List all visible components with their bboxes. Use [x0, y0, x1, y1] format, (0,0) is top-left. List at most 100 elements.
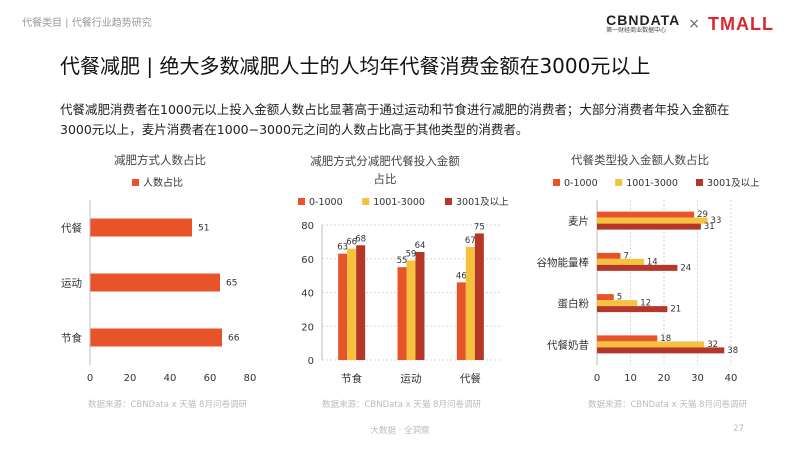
- chart3-source: 数据来源：CBNData x 天猫 8月问卷调研: [588, 400, 747, 410]
- bar: [356, 245, 366, 360]
- legend-label: 人数占比: [143, 176, 183, 189]
- bar: [90, 273, 220, 292]
- page-title: 代餐减肥 | 绝大多数减肥人士的人均年代餐消费金额在3000元以上: [60, 54, 651, 78]
- bar: [597, 294, 614, 301]
- data-label: 64: [415, 241, 426, 251]
- data-label: 63: [337, 243, 348, 253]
- x-tick-label: 20: [124, 373, 137, 384]
- data-label: 66: [228, 334, 240, 344]
- chart1-source: 数据来源：CBNData x 天猫 8月问卷调研: [88, 400, 247, 410]
- bar: [397, 267, 407, 360]
- bar: [465, 246, 475, 360]
- bar: [597, 252, 621, 259]
- cbndata-logo-subtitle: 第一财经商业数据中心: [606, 27, 667, 34]
- legend-label: 1001-3000: [626, 178, 678, 189]
- category-label: 运动: [61, 278, 82, 290]
- chart2-source: 数据来源：CBNData x 天猫 8月问卷调研: [322, 400, 481, 410]
- category-label: 蛋白粉: [558, 297, 590, 310]
- category-label: 运动: [401, 373, 422, 385]
- data-label: 75: [474, 222, 485, 232]
- bar: [597, 300, 638, 307]
- data-label: 32: [707, 340, 718, 350]
- x-tick-label: 40: [164, 373, 177, 384]
- data-label: 31: [704, 222, 715, 232]
- data-label: 12: [640, 299, 651, 309]
- data-label: 14: [647, 257, 658, 267]
- description: 代餐减肥消费者在1000元以上投入金额人数占比显著高于通过运动和节食进行减肥的消…: [60, 102, 730, 137]
- chart3-title: 代餐类型投入金额人数占比: [571, 153, 709, 167]
- bar: [456, 282, 466, 360]
- logo-separator: ×: [688, 16, 701, 32]
- category-label: 节食: [61, 332, 82, 345]
- data-label: 38: [727, 346, 738, 356]
- legend-swatch: [696, 179, 703, 186]
- bar: [597, 306, 668, 313]
- legend-swatch: [298, 198, 305, 205]
- chart1-svg: 人数占比 51 代餐 65 运动 66 节食 0 20 40 60 80: [61, 176, 257, 384]
- bar: [474, 233, 484, 360]
- y-tick-label: 20: [301, 322, 314, 333]
- category-label: 麦片: [568, 215, 589, 228]
- data-label: 29: [697, 210, 708, 220]
- data-label: 65: [226, 279, 237, 289]
- data-label: 24: [680, 263, 691, 273]
- data-label: 59: [406, 249, 417, 259]
- legend-swatch: [132, 179, 139, 186]
- legend-label: 3001及以上: [707, 178, 760, 189]
- category-label: 节食: [341, 372, 362, 385]
- legend-swatch: [553, 179, 560, 186]
- x-tick-label: 80: [244, 373, 257, 384]
- bar: [90, 328, 222, 347]
- cbndata-logo-text: CBNDATA: [606, 12, 681, 28]
- bar: [597, 217, 708, 224]
- data-label: 66: [346, 238, 357, 248]
- bar: [597, 264, 678, 271]
- data-label: 33: [711, 216, 722, 226]
- x-tick-label: 10: [624, 373, 637, 384]
- bar: [406, 260, 416, 360]
- cbndata-logo: CBNDATA 第一财经商业数据中心: [606, 13, 680, 35]
- page-number: 27: [733, 424, 744, 434]
- bar: [597, 258, 644, 265]
- data-label: 46: [456, 271, 467, 281]
- data-label: 67: [465, 236, 476, 246]
- y-tick-label: 60: [301, 255, 314, 266]
- bar: [338, 253, 348, 360]
- legend-swatch: [445, 198, 452, 205]
- x-tick-label: 40: [725, 373, 738, 384]
- breadcrumb: 代餐类目 | 代餐行业趋势研究: [22, 18, 152, 29]
- y-tick-label: 80: [301, 221, 314, 232]
- data-label: 18: [660, 334, 671, 344]
- legend-label: 3001及以上: [456, 197, 509, 208]
- bar: [597, 341, 705, 348]
- chart2-title: 减肥方式分减肥代餐投入金额占比: [310, 154, 460, 186]
- category-label: 代餐: [460, 372, 481, 385]
- data-label: 51: [198, 224, 209, 234]
- footer-slogan: 大数据 · 全洞察: [370, 426, 430, 436]
- data-label: 7: [623, 251, 628, 261]
- legend-swatch: [615, 179, 623, 186]
- bar: [597, 211, 695, 218]
- legend-label: 0-1000: [309, 197, 343, 208]
- legend-label: 1001-3000: [373, 197, 425, 208]
- x-tick-label: 60: [204, 373, 217, 384]
- x-tick-label: 0: [594, 373, 600, 384]
- bar: [90, 218, 192, 237]
- category-label: 谷物能量棒: [537, 256, 590, 269]
- x-tick-label: 30: [691, 373, 704, 384]
- y-tick-label: 0: [308, 356, 314, 367]
- brand-logos: CBNDATA 第一财经商业数据中心 × TMALL: [606, 10, 774, 38]
- data-label: 55: [397, 256, 408, 266]
- legend-swatch: [362, 198, 370, 205]
- category-label: 代餐: [61, 222, 82, 235]
- bar: [597, 335, 658, 342]
- data-label: 21: [670, 305, 681, 315]
- tmall-logo: TMALL: [708, 13, 774, 34]
- data-label: 68: [355, 234, 366, 244]
- bar: [347, 248, 357, 360]
- y-tick-label: 40: [301, 289, 314, 300]
- x-tick-label: 0: [87, 373, 93, 384]
- bar: [597, 347, 725, 354]
